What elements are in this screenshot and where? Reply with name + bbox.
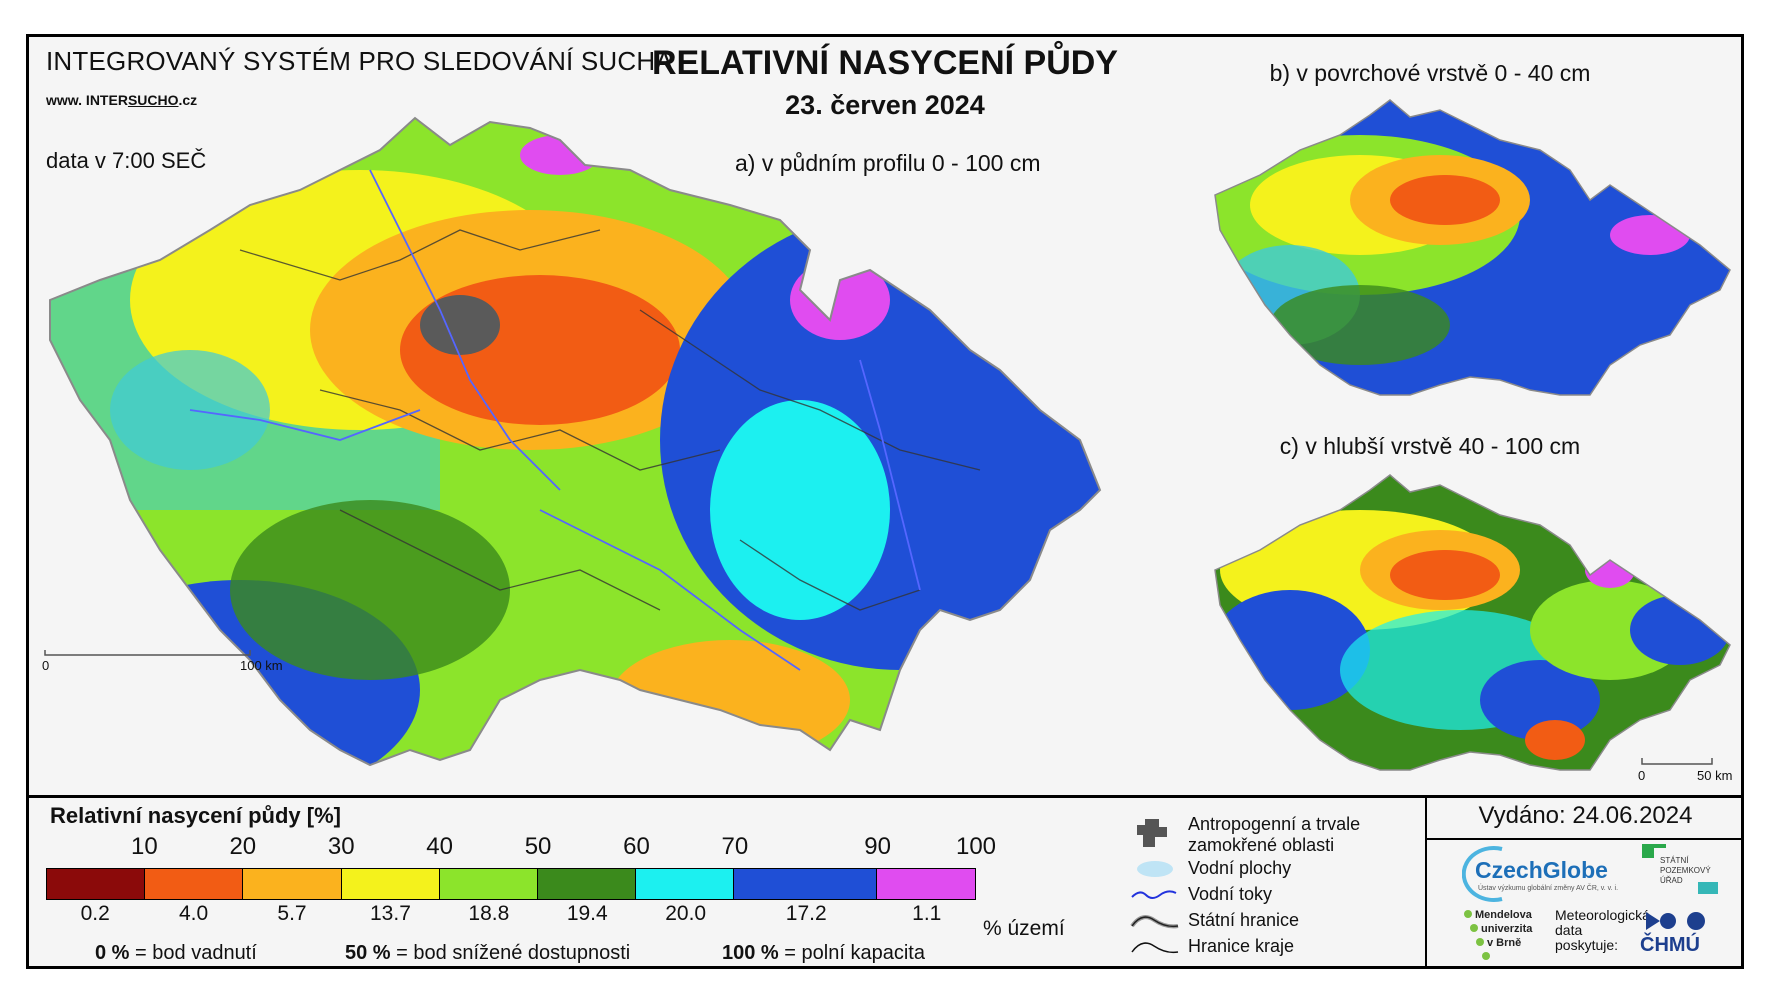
main-soil-map bbox=[44, 116, 1102, 767]
legend-divider bbox=[26, 795, 1744, 798]
legend-class-6 bbox=[538, 869, 637, 899]
chmu-logo: ČHMÚ bbox=[1640, 934, 1700, 956]
map-a-label: a) v půdním profilu 0 - 100 cm bbox=[735, 150, 1041, 176]
symbol-region-border: Hranice kraje bbox=[1188, 936, 1295, 956]
legend-class-2 bbox=[145, 869, 244, 899]
legend-share-3: 5.7 bbox=[277, 902, 307, 925]
symbol-rivers: Vodní toky bbox=[1188, 884, 1273, 904]
legend-share-7: 20.0 bbox=[665, 902, 707, 925]
legend-share-4: 13.7 bbox=[370, 902, 411, 925]
czechglobe-logo-icon bbox=[1462, 846, 1503, 902]
map-b-label: b) v povrchové vrstvě 0 - 40 cm bbox=[1269, 60, 1591, 86]
date-label: 23. červen 2024 bbox=[785, 90, 985, 120]
water-body-icon bbox=[1137, 861, 1173, 877]
czechglobe-subtitle: Ústav výzkumu globální změny AV ČR, v. v… bbox=[1478, 885, 1619, 892]
legend-class-4 bbox=[341, 869, 440, 899]
legend-share-8: 17.2 bbox=[785, 902, 827, 925]
legend-class-8 bbox=[734, 869, 877, 899]
legend-tick-9: 100 bbox=[955, 833, 997, 860]
time-note: data v 7:00 SEČ bbox=[46, 148, 207, 173]
river-icon bbox=[1131, 890, 1177, 899]
symbol-water-bodies: Vodní plochy bbox=[1188, 858, 1292, 878]
scale-main-zero: 0 bbox=[42, 658, 50, 673]
scale-small-end: 50 km bbox=[1697, 768, 1733, 783]
surface-soil-map bbox=[1214, 99, 1731, 396]
note-field-capacity: 100 % = polní kapacita bbox=[722, 942, 925, 964]
legend-tick-1: 10 bbox=[131, 833, 158, 860]
note-wilting-point: 0 % = bod vadnutí bbox=[95, 942, 257, 964]
met-data-note: Meteorologická data poskytuje: bbox=[1555, 907, 1650, 953]
system-url[interactable]: www. INTERSUCHO.cz bbox=[46, 92, 198, 108]
symbol-anthropogenic: Antropogenní a trvale zamokřené oblasti bbox=[1188, 814, 1361, 855]
scale-bar-main bbox=[44, 650, 251, 656]
scale-small-zero: 0 bbox=[1638, 768, 1646, 783]
legend-tick-6: 60 bbox=[623, 833, 650, 860]
legend-tick-5: 50 bbox=[524, 833, 552, 860]
spu-mark-icon bbox=[1698, 882, 1718, 894]
legend-tick-7: 70 bbox=[721, 833, 749, 860]
legend-class-3 bbox=[243, 869, 342, 899]
main-title: RELATIVNÍ NASYCENÍ PŮDY bbox=[652, 44, 1118, 82]
legend-vdivider bbox=[1425, 797, 1427, 969]
legend-tick-8: 90 bbox=[864, 833, 891, 860]
issued-date: Vydáno: 24.06.2024 bbox=[1478, 802, 1693, 829]
anthropogenic-icon bbox=[1137, 819, 1167, 847]
mendel-dots-icon bbox=[1464, 910, 1490, 960]
mendel-logo: Mendelova univerzita v Brně bbox=[1475, 909, 1533, 949]
legend-tick-3: 30 bbox=[327, 833, 355, 860]
scale-bar-small bbox=[1641, 758, 1713, 765]
note-reduced-availability: 50 % = bod snížené dostupnosti bbox=[345, 942, 631, 964]
map-c-label: c) v hlubší vrstvě 40 - 100 cm bbox=[1279, 433, 1581, 459]
legend-class-1 bbox=[47, 869, 146, 899]
legend-share-1: 0.2 bbox=[80, 902, 110, 925]
state-border-icon bbox=[1130, 915, 1179, 929]
chmu-logo-icon bbox=[1646, 912, 1705, 930]
legend-share-2: 4.0 bbox=[179, 902, 209, 925]
legend-class-7 bbox=[636, 869, 735, 899]
legend-tick-4: 40 bbox=[426, 833, 453, 860]
legend-share-5: 18.8 bbox=[468, 902, 510, 925]
legend-share-9: 1.1 bbox=[912, 902, 942, 925]
scale-main-end: 100 km bbox=[240, 658, 283, 673]
legend-hdivider bbox=[1427, 838, 1744, 840]
legend-title: Relativní nasycení půdy [%] bbox=[50, 803, 341, 828]
legend-tick-2: 20 bbox=[229, 833, 257, 860]
czechglobe-logo: CzechGlobe bbox=[1475, 857, 1608, 883]
legend-class-9 bbox=[876, 869, 976, 899]
system-title: INTEGROVANÝ SYSTÉM PRO SLEDOVÁNÍ SUCHA bbox=[46, 46, 673, 76]
share-unit: % území bbox=[983, 917, 1065, 940]
spu-logo-text: STÁTNÍ POZEMKOVÝ ÚŘAD bbox=[1660, 856, 1711, 885]
spu-logo-icon bbox=[1642, 844, 1666, 858]
legend-share-6: 19.4 bbox=[566, 902, 608, 925]
deep-soil-map bbox=[1214, 474, 1731, 771]
legend-class-5 bbox=[439, 869, 539, 899]
symbol-state-border: Státní hranice bbox=[1188, 910, 1300, 930]
region-border-icon bbox=[1131, 942, 1179, 954]
legend-color-bar bbox=[46, 868, 976, 900]
